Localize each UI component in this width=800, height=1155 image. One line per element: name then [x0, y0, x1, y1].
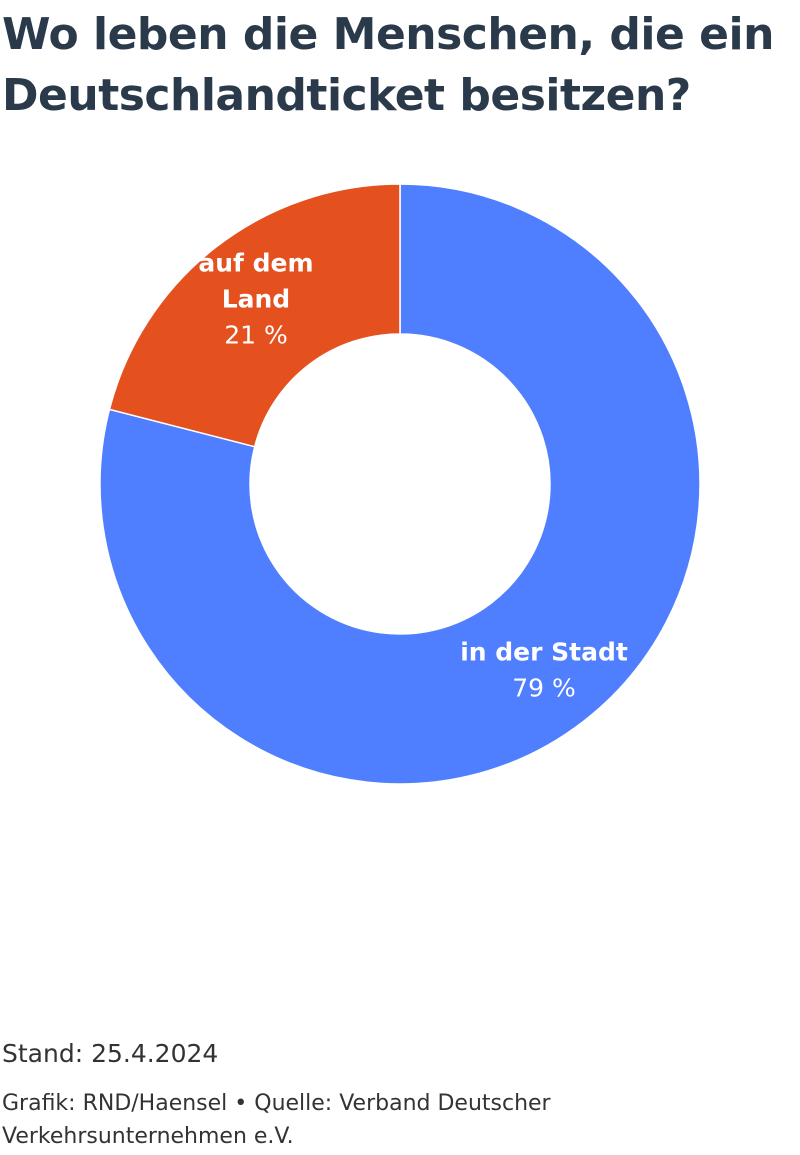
stand-date: Stand: 25.4.2024: [2, 1039, 219, 1068]
slice-label-group-in-der-stadt: in der Stadt 79 %: [460, 638, 628, 703]
slice-label-group-auf-dem-land: auf dem Land 21 %: [198, 248, 313, 349]
source-credits: Grafik: RND/Haensel • Quelle: Verband De…: [2, 1091, 551, 1149]
donut-chart: in der Stadt 79 % auf dem Land 21 %: [99, 183, 701, 785]
slice-value-auf-dem-land: 21 %: [224, 320, 288, 349]
slice-label-auf-dem-land: auf dem Land: [198, 248, 313, 313]
chart-title: Wo leben die Menschen, die ein Deutschla…: [2, 9, 774, 121]
slice-label-in-der-stadt: in der Stadt: [460, 638, 628, 667]
slice-in-der-stadt: [99, 183, 701, 785]
slice-value-in-der-stadt: 79 %: [512, 674, 576, 703]
slice-auf-dem-land: [108, 183, 401, 448]
